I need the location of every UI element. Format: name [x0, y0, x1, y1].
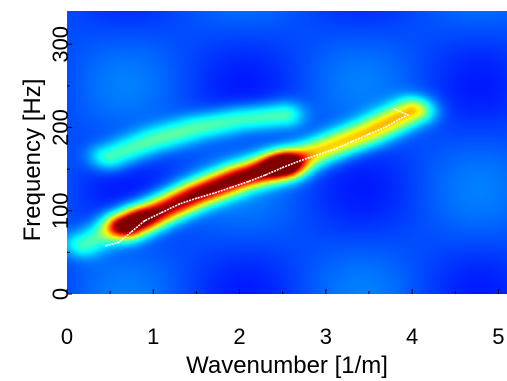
x-tick-label: 3: [320, 324, 332, 349]
dispersion-curve-point: [406, 114, 409, 116]
dispersion-curve-point: [230, 186, 232, 189]
dispersion-curve-point: [264, 174, 267, 176]
y-tick-labels: 0 100 200 300: [48, 26, 73, 300]
dispersion-curve-point: [178, 203, 181, 206]
x-tick-label: 2: [233, 324, 245, 349]
x-tick-label: 5: [492, 324, 504, 349]
dispersion-curve-point: [333, 148, 336, 151]
dispersion-curve-line: [105, 108, 410, 247]
x-tick-label: 1: [147, 324, 159, 349]
y-tick-label: 100: [48, 192, 73, 229]
dispersion-curve-point: [104, 244, 107, 247]
heatmap-image: [67, 11, 507, 294]
dispersion-curve-point: [393, 108, 396, 111]
x-tick-label: 4: [406, 324, 418, 349]
dispersion-curve-point: [316, 154, 319, 156]
x-axis-label: Wavenumber [1/m]: [186, 352, 388, 379]
dispersion-curve-point: [161, 211, 163, 214]
dispersion-curve-point: [130, 230, 133, 233]
dispersion-curve-point: [143, 219, 146, 222]
axis-ticks: [66, 43, 499, 295]
x-tick-labels: 0 1 2 3 4 5: [61, 324, 505, 349]
y-axis-label: Frequency [Hz]: [19, 79, 46, 242]
dispersion-curve-point: [117, 241, 120, 244]
dispersion-curve-layer: [104, 108, 410, 247]
dispersion-curve-point: [195, 197, 198, 200]
y-tick-label: 300: [48, 26, 73, 63]
dispersion-curve-point: [398, 118, 401, 121]
dispersion-curve-point: [247, 180, 250, 183]
y-tick-label: 200: [48, 109, 73, 146]
dispersion-curve-point: [368, 133, 370, 136]
dispersion-curve-point: [350, 140, 353, 143]
y-tick-label: 0: [48, 288, 73, 300]
dispersion-curve-point: [385, 125, 388, 128]
dispersion-curve-point: [281, 166, 284, 169]
x-tick-label: 0: [61, 324, 73, 349]
dispersion-curve-point: [212, 192, 215, 195]
dispersion-curve-point: [299, 159, 301, 162]
